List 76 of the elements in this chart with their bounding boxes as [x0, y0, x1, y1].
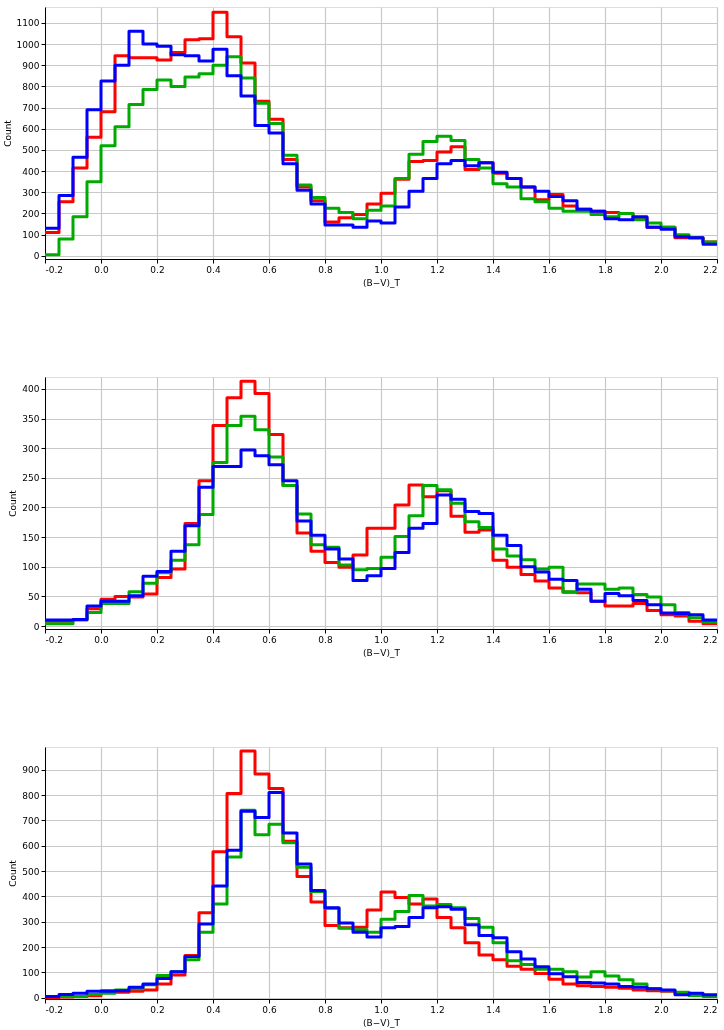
x-tick-label: 0.4: [206, 264, 221, 275]
x-tick-label: 0.6: [262, 264, 277, 275]
x-tick-label: 1.8: [598, 264, 613, 275]
y-tick-label: 700: [22, 103, 40, 114]
y-tick-label: 0: [33, 993, 40, 1004]
x-tick-label: 2.2: [703, 1004, 718, 1015]
x-tick-label: 1.6: [542, 634, 557, 645]
x-tick-label: 2.2: [703, 264, 718, 275]
y-tick-label: 100: [22, 230, 40, 241]
x-tick-label: 1.2: [430, 634, 445, 645]
x-tick-label: 1.2: [430, 1004, 445, 1015]
y-axis-title: Count: [8, 489, 19, 517]
x-axis-title: (B−V)_T: [363, 647, 401, 658]
x-tick-label: -0.2: [45, 634, 64, 645]
x-tick-label: 1.0: [374, 634, 389, 645]
x-tick-label: 1.4: [486, 1004, 501, 1015]
y-tick-label: 700: [22, 815, 40, 826]
x-axis-title: (B−V)_T: [363, 277, 401, 288]
x-tick-label: 0.8: [318, 1004, 333, 1015]
y-tick-label: 400: [22, 384, 40, 395]
y-tick-label: 800: [22, 81, 40, 92]
x-tick-label: 1.4: [486, 634, 501, 645]
y-tick-label: 900: [22, 765, 40, 776]
x-tick-label: 1.0: [374, 1004, 389, 1015]
x-tick-label: 0.4: [206, 1004, 221, 1015]
x-tick-label: 1.8: [598, 1004, 613, 1015]
x-tick-label: 1.4: [486, 264, 501, 275]
x-tick-label: 0.6: [262, 1004, 277, 1015]
y-tick-label: 150: [22, 532, 40, 543]
y-tick-label: 50: [28, 591, 40, 602]
y-tick-label: 300: [22, 443, 40, 454]
y-tick-label: 0: [33, 251, 40, 262]
y-tick-label: 500: [22, 866, 40, 877]
x-tick-label: -0.2: [45, 264, 64, 275]
x-tick-label: 0.0: [94, 264, 109, 275]
y-tick-label: 600: [22, 124, 40, 135]
x-tick-label: 1.0: [374, 264, 389, 275]
x-tick-label: 0.0: [94, 1004, 109, 1015]
x-tick-label: 0.4: [206, 634, 221, 645]
x-tick-label: 0.8: [318, 264, 333, 275]
x-axis-title: (B−V)_T: [363, 1017, 401, 1028]
y-tick-label: 200: [22, 208, 40, 219]
x-tick-label: 0.2: [150, 634, 165, 645]
x-tick-label: 1.6: [542, 1004, 557, 1015]
y-tick-label: 350: [22, 414, 40, 425]
y-tick-label: 400: [22, 891, 40, 902]
x-tick-label: 0.8: [318, 634, 333, 645]
y-tick-label: 1000: [16, 39, 40, 50]
y-tick-label: 1100: [16, 18, 40, 29]
y-tick-label: 600: [22, 841, 40, 852]
x-tick-label: -0.2: [45, 1004, 64, 1015]
y-tick-label: 400: [22, 166, 40, 177]
y-tick-label: 800: [22, 790, 40, 801]
x-tick-label: 0.2: [150, 264, 165, 275]
x-tick-label: 2.0: [654, 634, 669, 645]
x-tick-label: 0.2: [150, 1004, 165, 1015]
x-tick-label: 1.2: [430, 264, 445, 275]
x-tick-label: 0.0: [94, 634, 109, 645]
y-tick-label: 200: [22, 942, 40, 953]
y-tick-label: 100: [22, 967, 40, 978]
x-tick-label: 2.0: [654, 1004, 669, 1015]
y-axis-title: Count: [8, 859, 19, 887]
y-axis-title: Count: [2, 119, 13, 147]
y-tick-label: 250: [22, 473, 40, 484]
x-tick-label: 1.8: [598, 634, 613, 645]
x-tick-label: 0.6: [262, 634, 277, 645]
y-tick-label: 200: [22, 502, 40, 513]
y-tick-label: 300: [22, 187, 40, 198]
y-tick-label: 300: [22, 917, 40, 928]
y-tick-label: 0: [33, 621, 40, 632]
y-tick-label: 500: [22, 145, 40, 156]
x-tick-label: 1.6: [542, 264, 557, 275]
x-tick-label: 2.2: [703, 634, 718, 645]
x-tick-label: 2.0: [654, 264, 669, 275]
y-tick-label: 900: [22, 60, 40, 71]
y-tick-label: 100: [22, 562, 40, 573]
